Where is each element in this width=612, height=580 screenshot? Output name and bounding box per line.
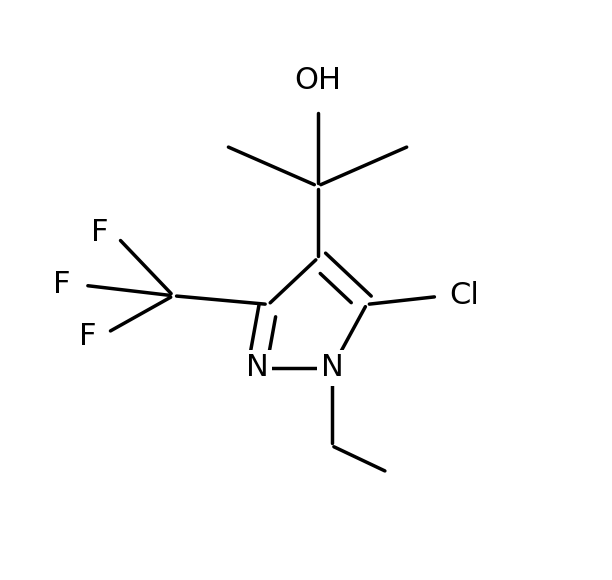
Text: Cl: Cl (449, 281, 479, 310)
Text: F: F (91, 218, 108, 246)
Text: N: N (245, 353, 268, 382)
Text: N: N (321, 353, 343, 382)
Text: F: F (79, 322, 97, 351)
Text: OH: OH (294, 67, 341, 96)
Text: F: F (53, 270, 70, 299)
